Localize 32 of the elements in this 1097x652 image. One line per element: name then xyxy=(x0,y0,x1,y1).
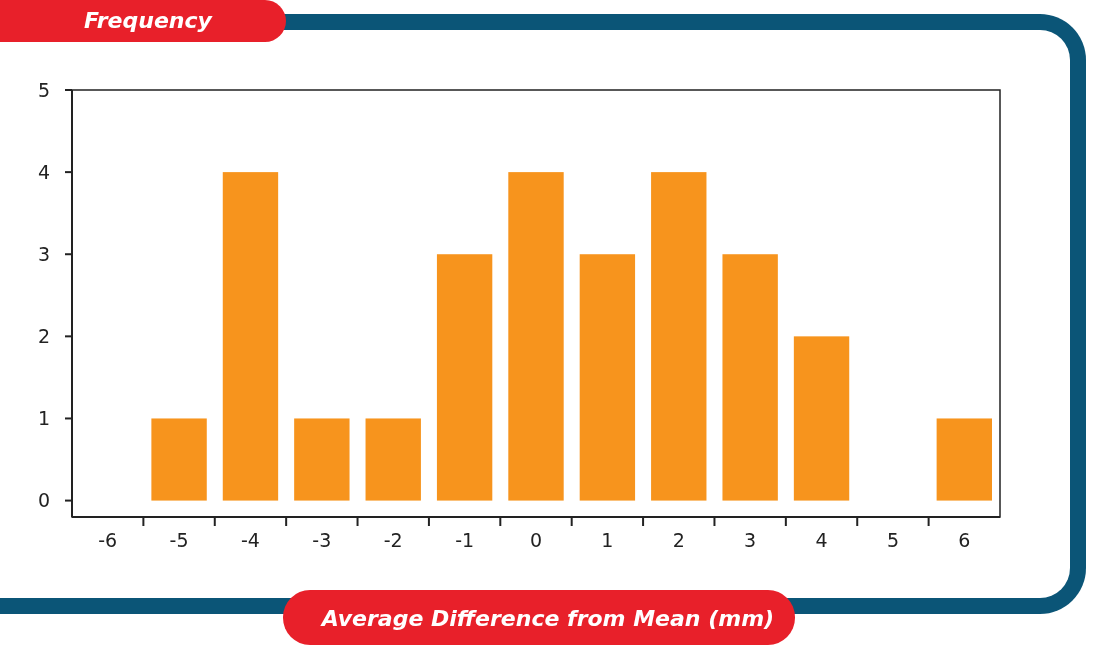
y-tick-label: 0 xyxy=(37,489,50,512)
y-tick-label: 1 xyxy=(37,407,50,430)
y-tick-label: 5 xyxy=(37,78,50,101)
y-axis-title: Frequency xyxy=(84,8,214,33)
y-tick-label: 3 xyxy=(37,242,50,265)
x-tick-label: -3 xyxy=(312,529,332,551)
x-tick-label: -5 xyxy=(169,529,189,551)
bar xyxy=(222,172,279,501)
x-tick-label: 4 xyxy=(815,529,828,551)
x-tick-label: -2 xyxy=(383,529,403,551)
bar xyxy=(793,336,850,501)
x-tick-label: 2 xyxy=(672,529,685,551)
bar xyxy=(722,254,778,501)
x-axis-title: Average Difference from Mean (mm) xyxy=(319,606,775,631)
x-tick-label: 3 xyxy=(744,529,757,551)
x-tick-label: 0 xyxy=(529,529,543,551)
bar xyxy=(365,418,421,501)
bar xyxy=(436,254,493,501)
bar xyxy=(508,172,564,501)
bar xyxy=(651,172,707,501)
x-tick-label: -1 xyxy=(455,529,475,551)
bar xyxy=(151,418,207,501)
x-tick-label: -4 xyxy=(240,529,260,551)
x-tick-label: 5 xyxy=(886,529,899,551)
bar xyxy=(579,254,636,501)
bar xyxy=(294,418,350,501)
x-tick-label: 1 xyxy=(601,529,614,551)
x-tick-label: 6 xyxy=(958,529,971,551)
y-tick-label: 4 xyxy=(37,160,50,183)
x-tick-label: -6 xyxy=(98,529,118,551)
bar xyxy=(936,418,992,501)
y-tick-label: 2 xyxy=(37,325,50,347)
